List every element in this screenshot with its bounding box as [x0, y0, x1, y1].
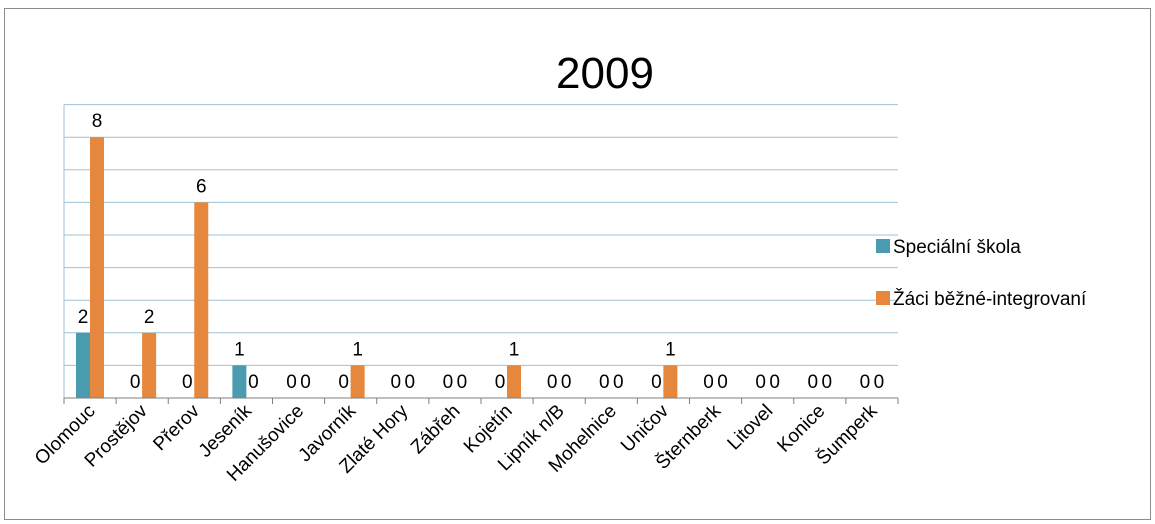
- data-label: 0: [860, 372, 871, 393]
- legend: Speciální škola Žáci běžné-integrovaní: [876, 237, 1087, 310]
- data-label: 0: [390, 372, 401, 393]
- data-label: 0: [338, 372, 349, 393]
- data-label: 0: [248, 372, 259, 393]
- data-label: 0: [457, 372, 468, 393]
- data-label: 0: [130, 372, 141, 393]
- bar-integrovani: [507, 365, 521, 398]
- x-axis: OlomoucProstějovPřerovJeseníkHanušoviceJ…: [31, 397, 899, 486]
- bar-integrovani: [663, 365, 678, 398]
- data-label: 0: [300, 372, 311, 393]
- data-label: 2: [144, 307, 155, 328]
- data-label: 0: [547, 372, 558, 393]
- data-label: 0: [599, 372, 610, 393]
- bar-specialni: [76, 332, 90, 398]
- data-label: 8: [92, 111, 103, 132]
- data-label: 0: [651, 372, 662, 393]
- data-label: 1: [352, 339, 363, 360]
- data-label: 0: [769, 372, 780, 393]
- data-label: 0: [821, 372, 832, 393]
- bar-integrovani: [90, 137, 104, 398]
- bars: [76, 137, 678, 398]
- data-label: 0: [717, 372, 728, 393]
- legend-label: Speciální škola: [893, 237, 1021, 258]
- bar-integrovani: [142, 332, 157, 398]
- data-label: 0: [613, 372, 624, 393]
- data-label: 0: [286, 372, 297, 393]
- chart-title: 2009: [556, 49, 654, 98]
- legend-swatch: [876, 291, 890, 305]
- bar-specialni: [232, 365, 247, 398]
- data-label: 0: [182, 372, 193, 393]
- data-label: 0: [703, 372, 714, 393]
- gridlines: [63, 104, 898, 398]
- data-label: 0: [807, 372, 818, 393]
- data-label: 0: [561, 372, 572, 393]
- data-label: 1: [509, 339, 520, 360]
- data-label: 0: [495, 372, 506, 393]
- data-label: 0: [443, 372, 454, 393]
- data-label: 0: [755, 372, 766, 393]
- x-tick-label: Litovel: [724, 401, 778, 455]
- legend-label: Žáci běžné-integrovaní: [893, 288, 1087, 310]
- bar-integrovani: [350, 365, 365, 398]
- data-label: 1: [234, 339, 245, 360]
- data-label: 1: [665, 339, 676, 360]
- data-label: 0: [874, 372, 885, 393]
- data-label: 0: [404, 372, 415, 393]
- data-label: 6: [196, 176, 207, 197]
- data-label: 2: [78, 307, 89, 328]
- legend-swatch: [876, 239, 890, 253]
- bar-integrovani: [194, 202, 209, 398]
- x-tick-label: Zábřeh: [407, 401, 464, 458]
